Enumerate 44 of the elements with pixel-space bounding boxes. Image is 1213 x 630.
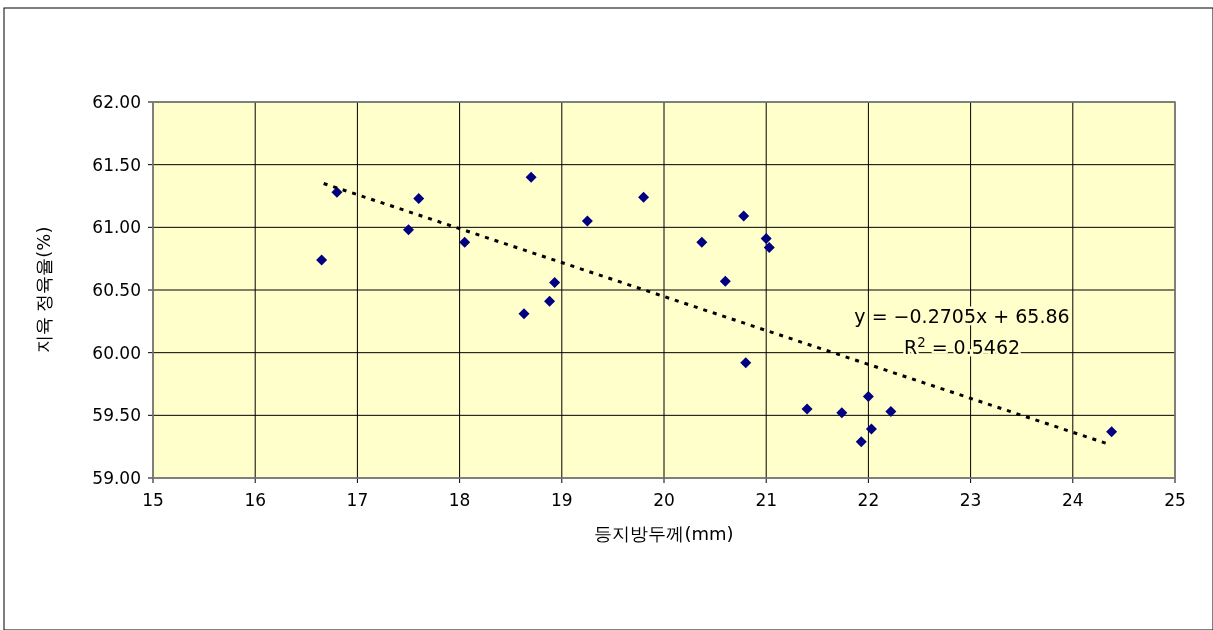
- point: [518, 308, 530, 320]
- x-tick-label: 21: [755, 490, 778, 510]
- y-tick-label: 59.50: [92, 405, 141, 426]
- point: [885, 406, 897, 418]
- point: [738, 210, 750, 222]
- x-tick-label: 22: [857, 490, 880, 510]
- point: [696, 236, 708, 248]
- point: [459, 236, 471, 248]
- point: [760, 233, 772, 245]
- y-axis-title: 지육 정육율(%): [33, 226, 54, 354]
- point: [316, 254, 328, 266]
- y-tick-label: 62.00: [92, 92, 141, 112]
- x-tick-label: 24: [1061, 490, 1084, 510]
- x-tick-label: 18: [448, 490, 471, 510]
- y-tick-label: 60.50: [92, 280, 141, 300]
- point: [855, 436, 867, 448]
- x-tick-label: 19: [550, 490, 573, 510]
- point: [1106, 426, 1118, 438]
- point: [331, 186, 343, 198]
- x-tick-label: 23: [959, 490, 982, 510]
- point: [525, 171, 537, 183]
- point: [638, 191, 650, 203]
- x-tick-label: 20: [653, 490, 675, 510]
- point: [865, 423, 877, 435]
- y-tick-label: 59.00: [92, 468, 141, 488]
- point: [801, 403, 813, 415]
- point: [719, 275, 731, 287]
- y-tick-label: 61.00: [92, 217, 141, 238]
- point: [581, 215, 593, 227]
- x-tick-label: 17: [346, 490, 369, 510]
- x-tick-label: 25: [1164, 490, 1186, 510]
- y-tick-label: 61.50: [92, 154, 141, 175]
- point: [403, 224, 414, 236]
- x-tick-label: 15: [142, 490, 164, 510]
- x-axis-title: 등지방두께(mm): [594, 523, 734, 544]
- point: [549, 276, 561, 288]
- point: [763, 241, 775, 253]
- point: [544, 295, 556, 307]
- x-tick-label: 16: [244, 490, 267, 510]
- point: [836, 407, 848, 419]
- point: [740, 357, 752, 369]
- point: [862, 391, 874, 403]
- point: [413, 193, 425, 205]
- y-tick-label: 60.00: [92, 342, 141, 363]
